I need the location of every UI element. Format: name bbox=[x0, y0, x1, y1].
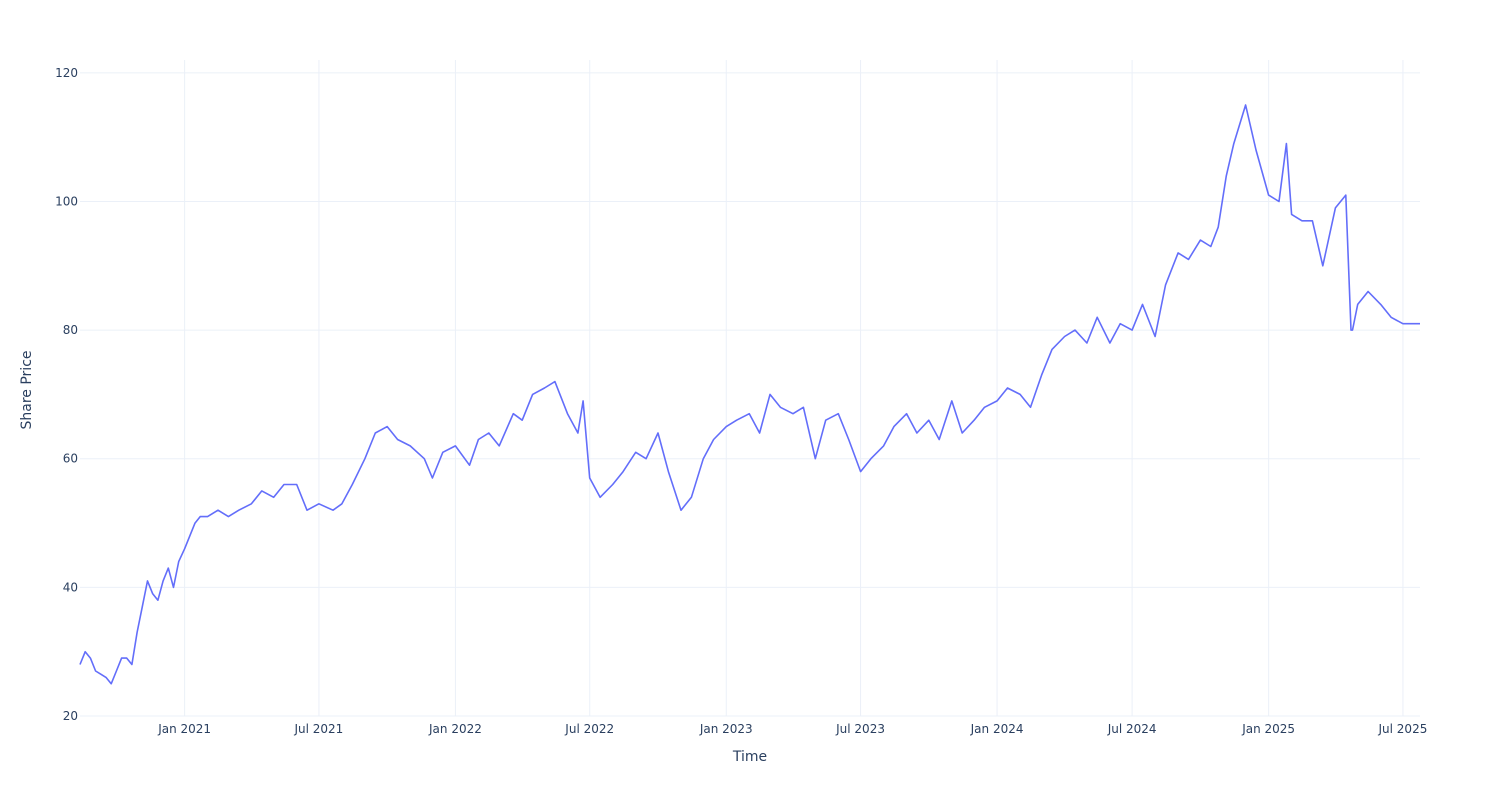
x-tick-label: Jan 2022 bbox=[428, 722, 482, 736]
y-tick-label: 120 bbox=[55, 66, 78, 80]
x-tick-label: Jan 2021 bbox=[157, 722, 211, 736]
y-gridlines bbox=[80, 72, 1420, 717]
x-tick-label: Jul 2022 bbox=[564, 722, 614, 736]
x-tick-label: Jan 2024 bbox=[970, 722, 1024, 736]
x-tick-label: Jul 2023 bbox=[835, 722, 885, 736]
x-tick-label: Jul 2025 bbox=[1378, 722, 1428, 736]
x-axis-title: Time bbox=[732, 749, 767, 765]
x-tick-label: Jan 2023 bbox=[699, 722, 753, 736]
y-tick-label: 80 bbox=[63, 323, 78, 337]
y-tick-label: 40 bbox=[63, 580, 78, 594]
x-tick-labels: Jan 2021 Jul 2021 Jan 2022 Jul 2022 Jan 2023… bbox=[157, 722, 1427, 736]
x-tick-label: Jan 2025 bbox=[1241, 722, 1295, 736]
y-axis-title: Share Price bbox=[19, 350, 35, 429]
y-tick-label: 60 bbox=[63, 452, 78, 466]
x-tick-label: Jul 2021 bbox=[293, 722, 343, 736]
y-tick-labels: 20 40 60 80 100 120 bbox=[55, 66, 78, 723]
x-gridlines bbox=[184, 60, 1404, 716]
y-tick-label: 100 bbox=[55, 194, 78, 208]
y-tick-label: 20 bbox=[63, 709, 78, 723]
x-tick-label: Jul 2024 bbox=[1107, 722, 1157, 736]
share-price-line bbox=[79, 104, 1420, 685]
